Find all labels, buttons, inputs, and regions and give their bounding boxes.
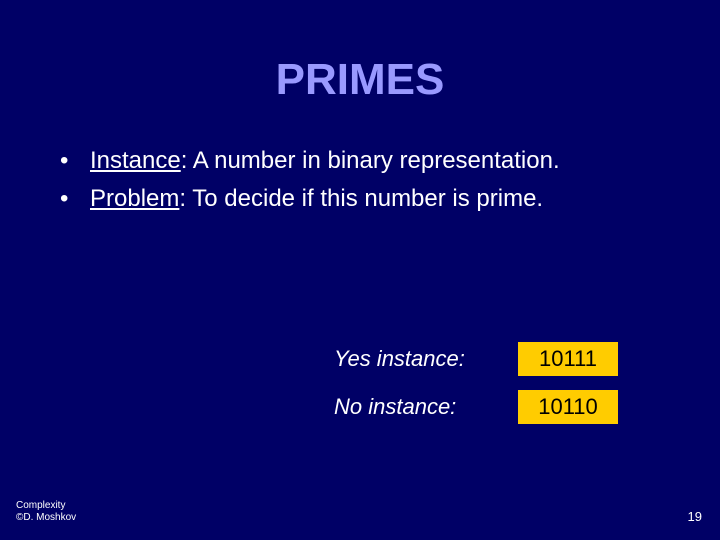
slide-title: PRIMES xyxy=(0,0,720,145)
bullet-rest: : To decide if this number is prime. xyxy=(179,185,543,212)
bullet-text: Instance: A number in binary representat… xyxy=(90,145,670,177)
example-label: No instance: xyxy=(334,394,518,420)
example-value-box: 10111 xyxy=(518,342,618,376)
bullet-item: • Problem: To decide if this number is p… xyxy=(60,183,670,215)
footer-line1: Complexity xyxy=(16,500,76,512)
bullet-label: Problem xyxy=(90,185,179,212)
bullet-text: Problem: To decide if this number is pri… xyxy=(90,183,670,215)
bullet-rest: : A number in binary representation. xyxy=(181,147,560,174)
footer-credit: Complexity ©D. Moshkov xyxy=(16,500,76,524)
slide: PRIMES • Instance: A number in binary re… xyxy=(0,0,720,540)
bullet-marker: • xyxy=(60,145,90,177)
example-row: No instance: 10110 xyxy=(334,390,618,424)
examples: Yes instance: 10111 No instance: 10110 xyxy=(334,342,618,438)
footer-line2: ©D. Moshkov xyxy=(16,512,76,524)
bullet-item: • Instance: A number in binary represent… xyxy=(60,145,670,177)
bullet-list: • Instance: A number in binary represent… xyxy=(0,145,720,215)
example-label: Yes instance: xyxy=(334,346,518,372)
example-value-box: 10110 xyxy=(518,390,618,424)
bullet-marker: • xyxy=(60,183,90,215)
bullet-label: Instance xyxy=(90,147,181,174)
page-number: 19 xyxy=(688,509,702,524)
example-row: Yes instance: 10111 xyxy=(334,342,618,376)
